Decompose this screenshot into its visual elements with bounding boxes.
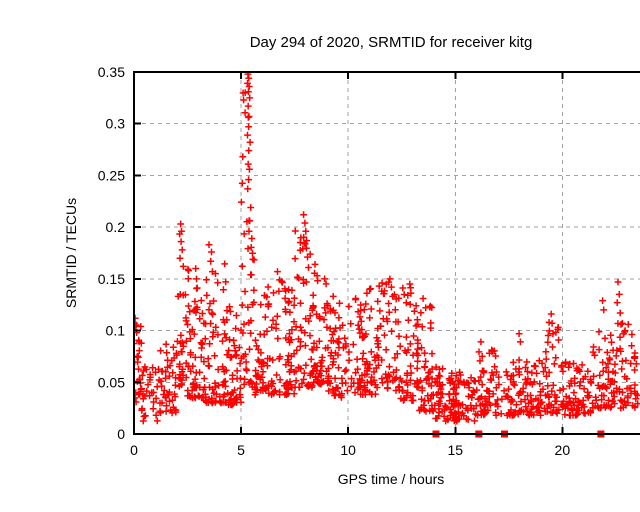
x-tick-labels: 0 5 10 15 20	[130, 442, 570, 458]
plot-border	[133, 71, 640, 435]
y-tick-labels: 0 0.05 0.1 0.15 0.2 0.25 0.3 0.35	[98, 64, 125, 442]
x-tick-label: 15	[447, 442, 463, 458]
y-tick-label: 0.15	[98, 271, 125, 287]
srmtid-scatter-chart: Day 294 of 2020, SRMTID for receiver kit…	[40, 16, 640, 496]
y-tick-label: 0.05	[98, 374, 125, 390]
x-axis-label: GPS time / hours	[338, 471, 445, 487]
chart-canvas: Day 294 of 2020, SRMTID for receiver kit…	[63, 34, 640, 487]
y-tick-label: 0.25	[98, 167, 125, 183]
x-tick-label: 20	[555, 442, 571, 458]
y-tick-label: 0.35	[98, 64, 125, 80]
y-axis-label: SRMTID / TECUs	[63, 198, 79, 308]
y-tick-label: 0.2	[106, 219, 126, 235]
x-tick-label: 10	[340, 442, 356, 458]
y-tick-label: 0.3	[106, 116, 126, 132]
y-tick-label: 0.1	[106, 323, 126, 339]
axis-ticks	[133, 71, 564, 435]
y-tick-label: 0	[117, 426, 125, 442]
x-tick-label: 5	[237, 442, 245, 458]
chart-title: Day 294 of 2020, SRMTID for receiver kit…	[250, 34, 533, 51]
x-tick-label: 0	[130, 442, 138, 458]
